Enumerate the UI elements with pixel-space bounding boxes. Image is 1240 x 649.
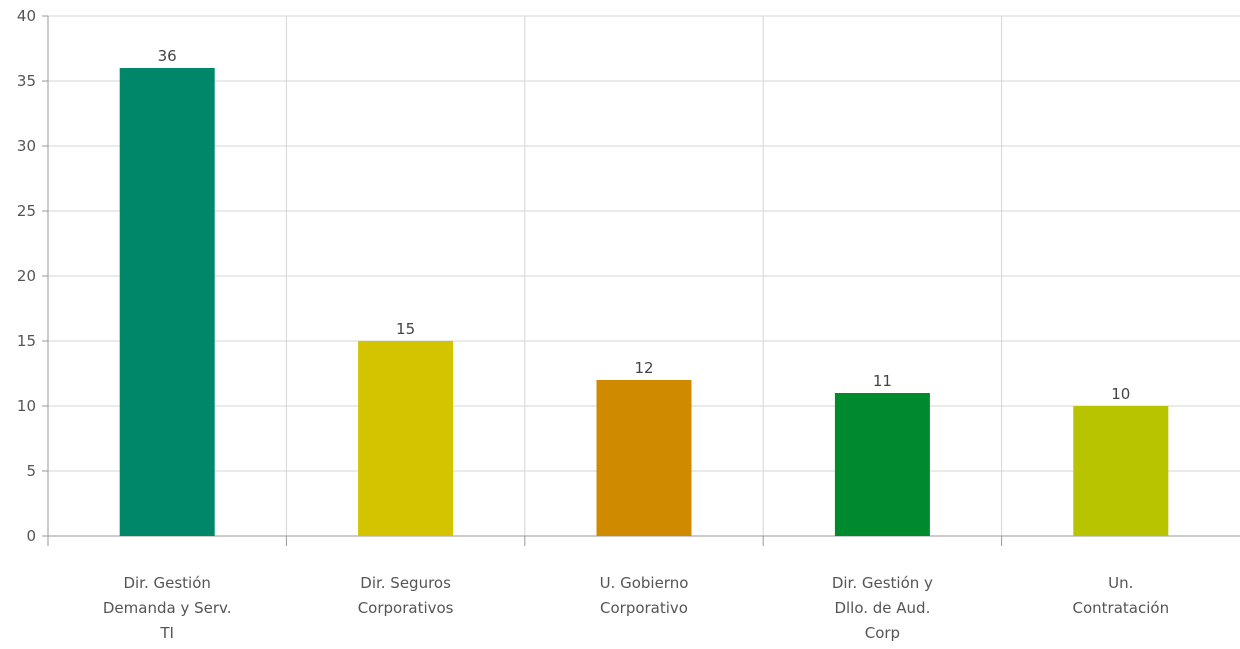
category-label: Un.: [1108, 574, 1133, 592]
category-label: TI: [159, 624, 174, 642]
category-label: Corporativo: [600, 599, 688, 617]
data-label: 10: [1111, 385, 1130, 403]
category-label: Demanda y Serv.: [103, 599, 232, 617]
y-tick-label: 10: [17, 397, 36, 415]
y-tick-label: 20: [17, 267, 36, 285]
bar: [596, 380, 692, 536]
data-label: 15: [396, 320, 415, 338]
data-label: 11: [873, 372, 892, 390]
bar: [1073, 406, 1169, 536]
y-tick-label: 40: [17, 7, 36, 25]
category-label: Dir. Gestión y: [832, 574, 933, 592]
y-tick-label: 15: [17, 332, 36, 350]
data-label: 12: [634, 359, 653, 377]
category-label: U. Gobierno: [600, 574, 689, 592]
y-tick-label: 35: [17, 72, 36, 90]
category-label: Dllo. de Aud.: [834, 599, 930, 617]
category-label: Dir. Gestión: [123, 574, 210, 592]
bar: [119, 68, 215, 536]
grid-lines: [48, 15, 1240, 536]
labels: 0 5 10 15 20 25 30 35 40 36 Dir. Gestión Demanda y …: [17, 7, 1169, 642]
bar: [834, 393, 930, 536]
y-tick-label: 5: [26, 462, 36, 480]
category-label: Corporativos: [358, 599, 454, 617]
bars: [119, 68, 1169, 536]
y-tick-label: 0: [26, 527, 36, 545]
data-label: 36: [158, 47, 177, 65]
category-label: Dir. Seguros: [360, 574, 451, 592]
y-tick-label: 25: [17, 202, 36, 220]
category-label: Corp: [865, 624, 900, 642]
category-label: Contratación: [1073, 599, 1170, 617]
bar: [358, 341, 454, 536]
y-tick-label: 30: [17, 137, 36, 155]
